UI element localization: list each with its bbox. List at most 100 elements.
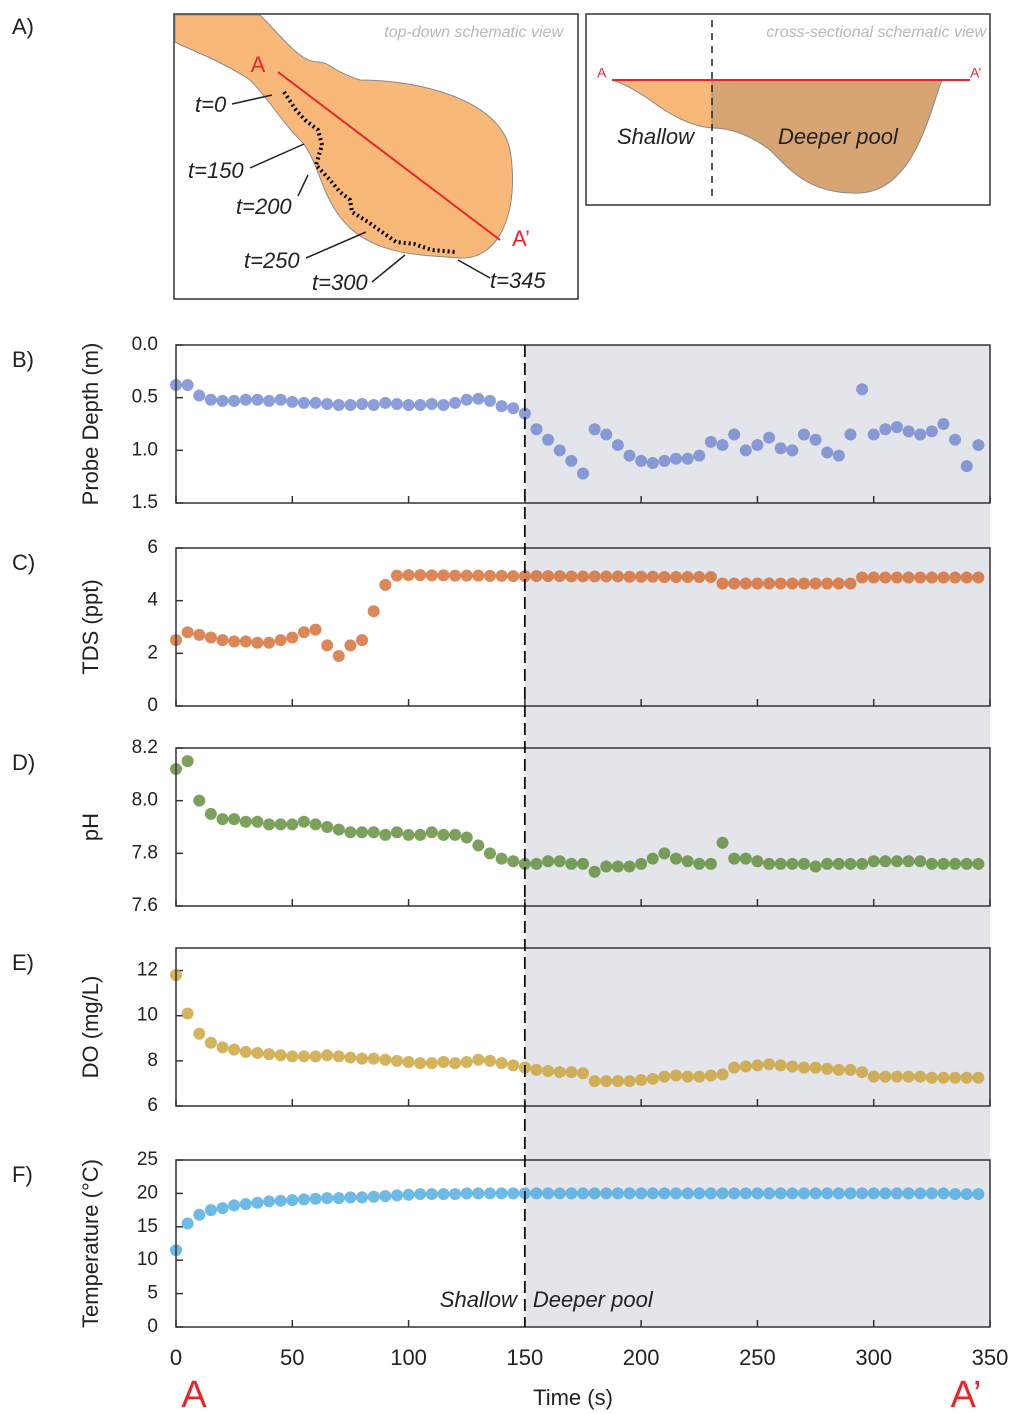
data-point	[495, 1187, 508, 1200]
data-point	[751, 577, 764, 590]
y-tick-label: 20	[137, 1182, 158, 1203]
data-point	[367, 826, 380, 839]
data-point	[879, 571, 892, 584]
data-point	[844, 857, 857, 870]
data-point	[263, 636, 276, 649]
data-point	[925, 425, 938, 438]
data-point	[797, 428, 810, 441]
data-point	[228, 635, 241, 648]
data-point	[495, 1057, 508, 1070]
data-point	[751, 855, 764, 868]
data-point	[216, 1041, 229, 1054]
data-point	[786, 1187, 799, 1200]
data-point	[251, 393, 264, 406]
data-point	[704, 1069, 717, 1082]
y-tick-label: 2	[147, 642, 158, 663]
data-point	[577, 857, 589, 870]
data-point	[344, 826, 357, 839]
data-point	[914, 1070, 927, 1083]
data-point	[704, 857, 717, 870]
data-point	[321, 821, 334, 833]
data-point	[786, 577, 799, 590]
data-point	[972, 439, 985, 452]
data-point	[553, 855, 566, 868]
x-tick-label: 50	[280, 1345, 304, 1370]
data-point	[588, 570, 601, 583]
data-point	[565, 1187, 578, 1200]
x-tick-label: 150	[506, 1345, 543, 1370]
data-point	[925, 1187, 938, 1200]
data-point	[367, 605, 380, 618]
data-point	[367, 1052, 380, 1065]
data-point	[379, 1053, 392, 1066]
panel-letter: F)	[12, 1162, 33, 1187]
y-tick-label: 6	[147, 537, 158, 558]
data-point	[402, 569, 415, 582]
data-point	[739, 444, 752, 457]
data-point	[716, 836, 729, 849]
data-point	[472, 569, 485, 582]
time-label: t=150	[188, 158, 244, 183]
data-point	[937, 857, 950, 870]
data-point	[390, 826, 403, 839]
data-point	[402, 399, 415, 412]
arrow	[305, 231, 367, 259]
data-point	[797, 1187, 810, 1200]
data-point	[518, 570, 531, 583]
data-point	[949, 857, 962, 870]
data-point	[600, 1075, 613, 1088]
data-point	[449, 396, 462, 409]
data-point	[751, 1059, 764, 1072]
data-point	[437, 828, 450, 841]
data-point	[646, 456, 659, 469]
data-point	[274, 1049, 287, 1062]
data-point	[181, 379, 194, 392]
data-point	[425, 569, 438, 582]
axes-frame	[175, 947, 991, 1107]
deep-region-shade	[524, 345, 990, 1327]
data-point	[809, 577, 822, 590]
data-point	[832, 1187, 845, 1200]
axes-frame	[175, 1159, 991, 1328]
axes-frame	[175, 747, 991, 907]
deep-label: Deeper pool	[778, 124, 899, 149]
data-point	[263, 1048, 276, 1061]
data-point	[286, 631, 299, 644]
data-point	[797, 857, 810, 870]
data-point	[809, 1187, 822, 1200]
data-point	[914, 571, 927, 584]
x-tick-label: 0	[170, 1345, 182, 1370]
data-point	[867, 855, 880, 868]
data-point	[216, 813, 229, 826]
y-tick-label: 0	[147, 695, 158, 716]
data-point	[297, 815, 310, 828]
data-point	[379, 828, 392, 841]
data-point	[530, 570, 543, 583]
data-point	[623, 1075, 636, 1088]
y-tick-label: 12	[137, 960, 158, 981]
data-point	[890, 421, 903, 434]
data-point	[286, 1050, 299, 1063]
data-point	[449, 1188, 462, 1201]
data-point	[414, 828, 427, 841]
y-tick-label: 0.0	[132, 334, 158, 355]
data-point	[390, 1054, 403, 1067]
data-point	[960, 857, 973, 870]
data-point	[216, 1202, 229, 1215]
data-point	[937, 418, 950, 430]
shallow-label: Shallow	[617, 124, 696, 149]
y-tick-label: 7.8	[132, 842, 158, 863]
data-point	[890, 571, 903, 584]
data-point	[356, 826, 369, 839]
data-point	[565, 1066, 578, 1079]
data-point	[670, 570, 683, 583]
data-point	[949, 433, 962, 446]
data-point	[193, 628, 206, 641]
deep-area	[711, 79, 943, 194]
data-point	[821, 577, 834, 590]
data-point	[228, 813, 241, 826]
data-point	[844, 1063, 857, 1076]
data-point	[902, 855, 915, 868]
data-point	[251, 1196, 264, 1209]
data-point	[483, 394, 496, 407]
